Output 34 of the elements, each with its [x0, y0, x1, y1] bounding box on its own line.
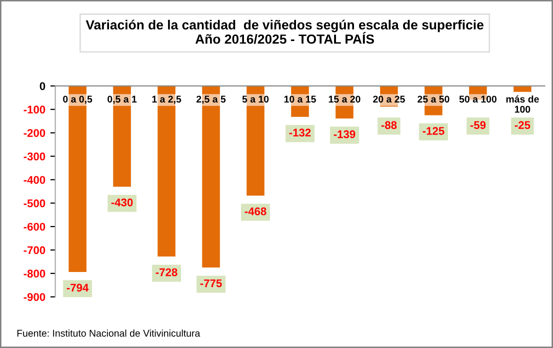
data-label: -728: [156, 268, 178, 276]
y-tick-label: -800: [24, 270, 46, 278]
y-tick-label: -400: [24, 176, 46, 184]
data-label: -25: [514, 121, 530, 130]
data-label: -794: [66, 284, 89, 292]
x-tick-label: 1 a 2,5: [152, 96, 182, 104]
data-label: -775: [200, 279, 222, 288]
y-tick-label: -700: [24, 246, 46, 254]
chart-title: Variación de la cantidad de viñedos según escala de superficie Año 2016/2025 - TOTAL PAÍS: [86, 20, 484, 44]
source-note: Fuente: Instituto Nacional de Vitivinicultura: [17, 330, 200, 337]
x-tick-label: 5 a 10: [242, 96, 269, 103]
x-tick-label: 0 a 0,5: [63, 96, 92, 104]
data-label: -125: [422, 127, 444, 135]
x-tick-label: 25 a 50: [418, 96, 450, 103]
y-tick-label: -200: [24, 129, 46, 137]
data-label: -139: [334, 130, 356, 138]
x-tick-label: 10 a 15: [284, 96, 316, 103]
data-label: -430: [111, 198, 133, 206]
data-label: -88: [381, 121, 397, 130]
y-tick-label: -300: [24, 152, 46, 160]
x-tick-label: 0,5 a 1: [108, 96, 137, 104]
data-label: -468: [244, 207, 266, 216]
data-label: -132: [289, 128, 311, 137]
y-tick-label: -600: [24, 222, 46, 231]
x-tick-label: 15 a 20: [328, 96, 360, 103]
y-tick-label: -900: [24, 293, 46, 301]
x-tick-label: 2,5 a 5: [196, 96, 226, 104]
y-tick-label: -500: [24, 199, 46, 208]
x-tick-label: más de 100: [506, 95, 539, 113]
data-label: -59: [470, 121, 486, 130]
y-tick-label: -100: [24, 106, 46, 114]
y-tick-label: 0: [40, 82, 46, 90]
x-tick-label: 20 a 25: [373, 96, 405, 103]
x-tick-label: 50 a 100: [459, 96, 496, 103]
